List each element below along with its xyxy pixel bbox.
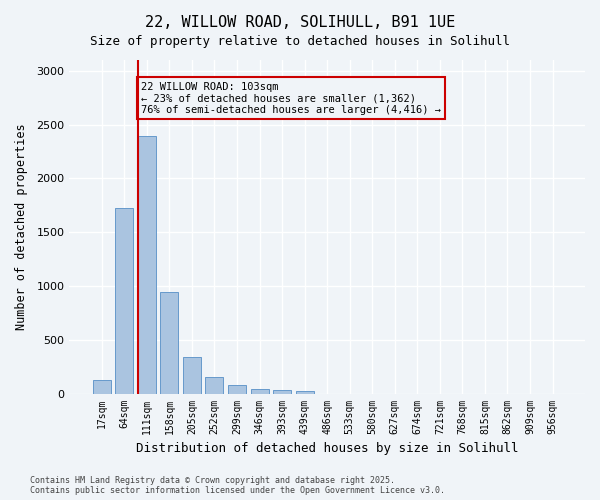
Bar <box>296 391 314 394</box>
Bar <box>228 385 246 394</box>
Text: Contains HM Land Registry data © Crown copyright and database right 2025.
Contai: Contains HM Land Registry data © Crown c… <box>30 476 445 495</box>
Bar <box>251 388 269 394</box>
Text: 22, WILLOW ROAD, SOLIHULL, B91 1UE: 22, WILLOW ROAD, SOLIHULL, B91 1UE <box>145 15 455 30</box>
Bar <box>93 380 111 394</box>
Bar <box>138 136 156 394</box>
Text: Size of property relative to detached houses in Solihull: Size of property relative to detached ho… <box>90 35 510 48</box>
Bar <box>160 292 178 394</box>
Bar <box>205 377 223 394</box>
Bar <box>183 357 201 394</box>
Bar <box>273 390 291 394</box>
Text: 22 WILLOW ROAD: 103sqm
← 23% of detached houses are smaller (1,362)
76% of semi-: 22 WILLOW ROAD: 103sqm ← 23% of detached… <box>141 82 441 114</box>
Bar <box>115 208 133 394</box>
X-axis label: Distribution of detached houses by size in Solihull: Distribution of detached houses by size … <box>136 442 518 455</box>
Y-axis label: Number of detached properties: Number of detached properties <box>15 124 28 330</box>
